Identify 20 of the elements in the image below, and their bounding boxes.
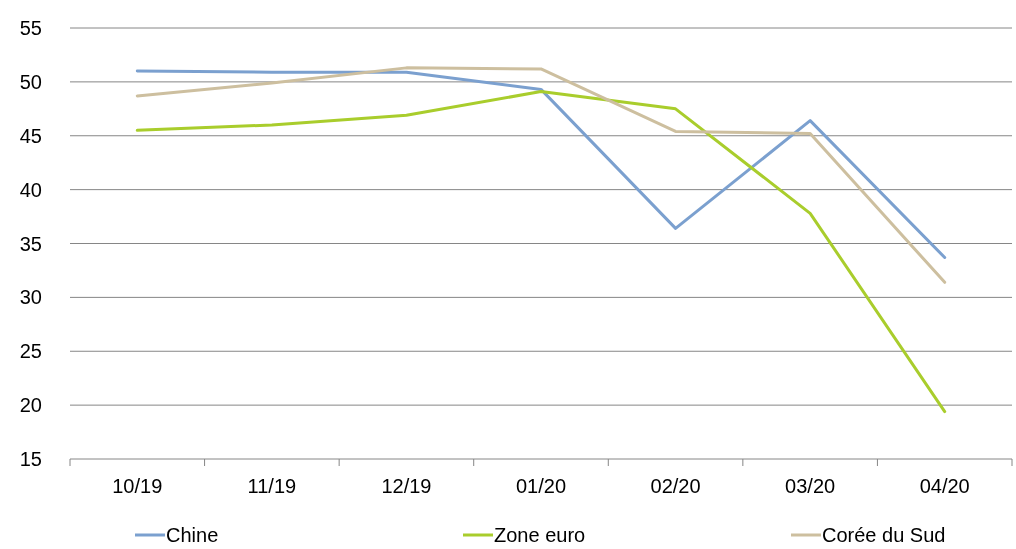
x-tick-label: 04/20 xyxy=(919,475,970,497)
y-tick-label: 25 xyxy=(19,340,42,363)
x-tick-label: 02/20 xyxy=(650,475,701,497)
y-tick-label: 55 xyxy=(19,17,42,39)
x-tick-label: 01/20 xyxy=(515,475,567,497)
y-tick-label: 35 xyxy=(19,232,42,255)
x-tick-label: 10/19 xyxy=(112,475,163,497)
y-tick-label: 15 xyxy=(19,448,42,470)
x-tick-label: 03/20 xyxy=(785,475,836,497)
y-tick-label: 45 xyxy=(19,124,42,147)
x-tick-label: 11/19 xyxy=(247,475,297,497)
line-series xyxy=(135,90,947,414)
x-tick-label: 12/19 xyxy=(381,475,432,497)
legend-label: Zone euro xyxy=(494,524,586,546)
y-tick-label: 40 xyxy=(19,178,42,201)
y-tick-label: 30 xyxy=(19,286,42,309)
legend-label: Chine xyxy=(166,524,219,546)
legend-label: Corée du Sud xyxy=(822,524,946,546)
y-tick-label: 20 xyxy=(19,394,42,417)
y-tick-label: 50 xyxy=(19,70,42,93)
